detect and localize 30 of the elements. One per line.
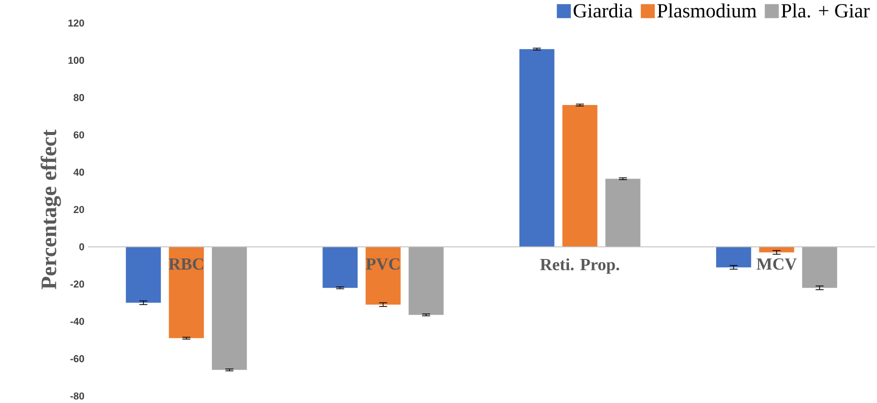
x-tick-label: Reti. Prop. — [540, 258, 620, 274]
y-tick-label: -20 — [70, 280, 84, 288]
y-tick-label: 100 — [68, 56, 84, 64]
bar — [759, 246, 794, 252]
y-axis-title: Percentage effect — [40, 129, 61, 290]
y-tick-label: 60 — [74, 131, 84, 138]
y-tick-label: -80 — [70, 392, 84, 400]
x-tick-label: MCV — [756, 258, 797, 270]
y-tick-label: 40 — [74, 168, 84, 176]
bar — [322, 246, 358, 288]
bar — [802, 246, 838, 288]
legend-label: Pla. + Giar — [781, 3, 870, 18]
bar — [366, 246, 401, 305]
y-tick-label: -40 — [70, 318, 84, 325]
bar — [519, 49, 554, 247]
x-tick-label: PVC — [366, 258, 400, 270]
y-tick-label: 120 — [68, 19, 84, 27]
bar — [126, 246, 161, 303]
y-tick-label: 80 — [74, 94, 84, 102]
y-tick-label: 0 — [79, 243, 84, 250]
bar — [605, 178, 640, 247]
bar — [408, 246, 444, 315]
bar — [168, 246, 204, 338]
legend-label: Giardia — [574, 3, 633, 18]
bar — [212, 246, 247, 370]
y-tick-label: 20 — [74, 206, 84, 214]
legend-label: Plasmodium — [657, 3, 756, 18]
y-tick-label: -60 — [70, 355, 84, 362]
bar — [716, 246, 752, 268]
bar — [562, 105, 598, 247]
